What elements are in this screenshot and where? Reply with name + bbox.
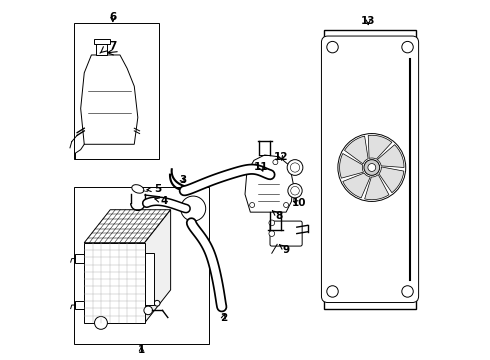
Polygon shape (340, 153, 364, 178)
Text: 12: 12 (273, 152, 288, 162)
Circle shape (364, 159, 380, 175)
Text: 5: 5 (147, 184, 161, 194)
Circle shape (327, 286, 338, 297)
Polygon shape (75, 254, 84, 263)
Text: 2: 2 (220, 312, 227, 323)
Text: 6: 6 (109, 13, 117, 22)
Polygon shape (343, 173, 370, 198)
Circle shape (287, 159, 303, 175)
Text: 9: 9 (280, 245, 290, 255)
Polygon shape (84, 210, 171, 243)
Circle shape (273, 159, 278, 165)
Polygon shape (75, 301, 84, 309)
Circle shape (144, 306, 152, 315)
Circle shape (269, 231, 275, 237)
FancyBboxPatch shape (321, 36, 418, 302)
Circle shape (368, 163, 376, 171)
Polygon shape (145, 253, 153, 305)
Polygon shape (81, 55, 138, 144)
Circle shape (288, 184, 302, 198)
Circle shape (253, 165, 258, 170)
Circle shape (95, 316, 107, 329)
Ellipse shape (132, 185, 144, 193)
Polygon shape (377, 145, 404, 167)
Text: 11: 11 (254, 162, 269, 172)
Circle shape (269, 220, 275, 226)
Polygon shape (84, 243, 145, 323)
Bar (94, 39, 110, 44)
Text: 8: 8 (272, 211, 283, 221)
Text: 4: 4 (155, 197, 168, 206)
Circle shape (402, 41, 413, 53)
Polygon shape (245, 155, 293, 212)
Bar (97, 44, 107, 55)
Polygon shape (145, 210, 171, 323)
Polygon shape (379, 167, 404, 193)
Circle shape (402, 286, 413, 297)
Polygon shape (344, 136, 368, 164)
Text: 1: 1 (138, 345, 145, 355)
Polygon shape (368, 135, 392, 159)
Circle shape (291, 163, 300, 172)
Bar (74, 23, 159, 158)
Circle shape (181, 196, 206, 221)
Text: 10: 10 (292, 198, 306, 208)
Text: 13: 13 (361, 16, 375, 26)
FancyBboxPatch shape (270, 221, 302, 246)
Circle shape (338, 134, 406, 202)
Circle shape (154, 300, 160, 306)
Circle shape (284, 203, 289, 207)
Circle shape (291, 186, 299, 195)
Text: 3: 3 (179, 175, 186, 185)
Text: 7: 7 (109, 41, 117, 51)
Bar (74, 187, 209, 344)
Polygon shape (365, 175, 389, 200)
Bar (323, 30, 416, 309)
Circle shape (249, 203, 255, 207)
Circle shape (327, 41, 338, 53)
